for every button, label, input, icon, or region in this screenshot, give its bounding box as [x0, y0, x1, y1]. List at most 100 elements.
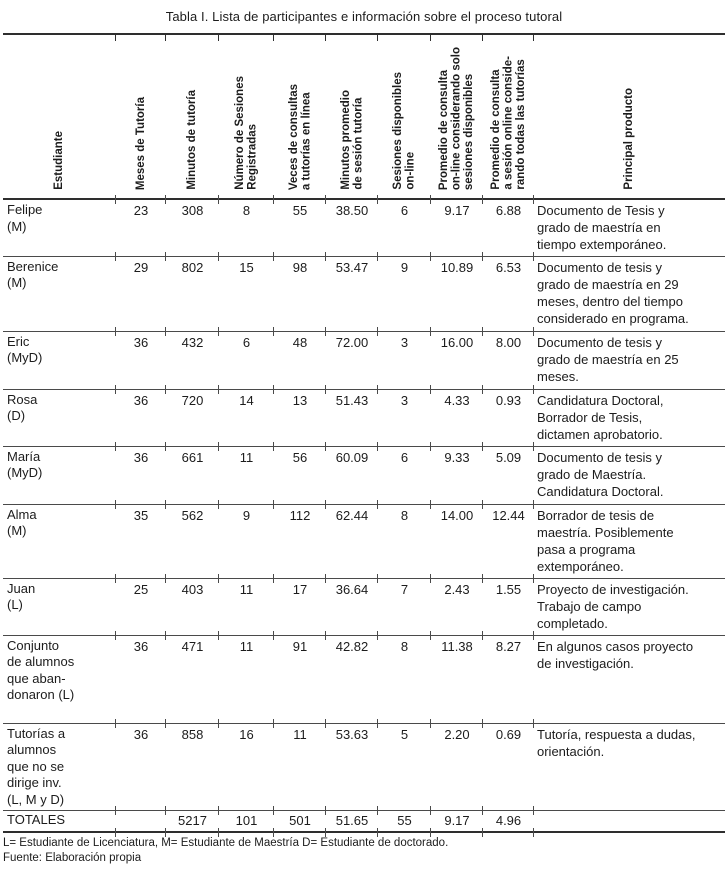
table-row-berenice: Berenice (M) 29 802 15 98 53.47 9 10.89 …: [3, 252, 725, 331]
col-header-minutos-promedio-label: Minutos promedio de sesión tutoría: [339, 90, 365, 190]
footnotes: L= Estudiante de Licenciatura, M= Estudi…: [3, 836, 728, 866]
metric-cell: 48: [273, 327, 326, 389]
student-name-cell: Felipe (M): [3, 198, 116, 256]
metric-cell: 15: [218, 252, 274, 331]
table-row-maria: María (MyD) 36 661 11 56 60.09 6 9.33 5.…: [3, 442, 725, 504]
metric-cell: 14.00: [430, 500, 483, 578]
metric-cell: 0.69: [482, 719, 534, 811]
product-cell: Candidatura Doctoral, Borrador de Tesis,…: [533, 385, 725, 446]
col-header-meses-tutoria-label: Meses de Tutoría: [134, 96, 147, 190]
metric-cell: 2.20: [430, 719, 483, 811]
metric-cell: 403: [165, 574, 219, 635]
metric-cell: 13: [273, 385, 326, 446]
metric-cell: 3: [377, 327, 431, 389]
totals-row: TOTALES 5217 101 501 51.65 55 9.17 4.96: [3, 806, 725, 837]
metric-cell: 8: [218, 195, 274, 256]
metric-cell: 17: [273, 574, 326, 635]
col-header-promedio-todas-label: Promedio de consulta a sesión online con…: [489, 56, 527, 190]
metric-cell: 53.47: [325, 252, 378, 331]
metric-cell: 7: [377, 574, 431, 635]
col-header-sesiones-online-label: Sesiones disponibles on-line: [392, 72, 417, 190]
metric-cell: 12.44: [482, 500, 534, 578]
col-header-minutos-tutoria-label: Minutos de tutoría: [186, 90, 199, 190]
col-header-sesiones-online: Sesiones disponibles on-line: [377, 33, 431, 200]
metric-cell: 11: [218, 574, 274, 635]
metric-cell: 4.33: [430, 385, 483, 446]
student-name-cell: Rosa (D): [3, 388, 116, 446]
metric-cell: 5.09: [482, 442, 534, 504]
metric-cell: 98: [273, 252, 326, 331]
col-header-minutos-tutoria: Minutos de tutoría: [165, 33, 219, 200]
metric-cell: 6.88: [482, 195, 534, 256]
col-header-estudiante: Estudiante: [3, 34, 116, 200]
col-header-promedio-todas: Promedio de consulta a sesión online con…: [482, 33, 534, 200]
metric-cell: 53.63: [325, 719, 378, 811]
col-header-promedio-disponibles: Promedio de consulta on-line considerand…: [430, 33, 483, 200]
product-cell: Proyecto de investigación. Trabajo de ca…: [533, 574, 725, 635]
metric-cell: 56: [273, 442, 326, 504]
metric-cell: 51.43: [325, 385, 378, 446]
metric-cell: 91: [273, 631, 326, 723]
col-header-minutos-promedio: Minutos promedio de sesión tutoría: [325, 33, 378, 200]
col-header-veces-consultas: Veces de consultas a tutorías en línea: [273, 33, 326, 200]
metric-cell: 36: [115, 385, 166, 446]
table-row-tutorias-alumnos: Tutorías a alumnos que no se dirige inv.…: [3, 719, 725, 811]
metric-cell: 16.00: [430, 327, 483, 389]
metric-cell: 112: [273, 500, 326, 578]
student-name-cell: Berenice (M): [3, 255, 116, 331]
metric-cell: 16: [218, 719, 274, 811]
table-row-eric: Eric (MyD) 36 432 6 48 72.00 3 16.00 8.0…: [3, 327, 725, 389]
product-cell: Documento de Tesis y grado de maestría e…: [533, 195, 725, 256]
metric-cell: 9: [377, 252, 431, 331]
student-name-cell: María (MyD): [3, 445, 116, 504]
metric-cell: 38.50: [325, 195, 378, 256]
col-header-sesiones-registradas-label: Número de Sesiones Registradas: [234, 76, 259, 190]
totals-metric-cell: 9.17: [430, 806, 483, 837]
metric-cell: 55: [273, 195, 326, 256]
table-row-conjunto-alumnos: Conjunto de alumnos que aban- donaron (L…: [3, 631, 725, 723]
metric-cell: 8.27: [482, 631, 534, 723]
metric-cell: 562: [165, 500, 219, 578]
metric-cell: 72.00: [325, 327, 378, 389]
metric-cell: 36: [115, 719, 166, 811]
metric-cell: 36: [115, 327, 166, 389]
product-cell: Documento de tesis y grado de maestría e…: [533, 252, 725, 331]
col-header-meses-tutoria: Meses de Tutoría: [115, 33, 166, 200]
col-header-estudiante-label: Estudiante: [53, 131, 66, 190]
source-note: Fuente: Elaboración propia: [3, 852, 142, 864]
totals-metric-cell: 501: [273, 806, 326, 837]
metric-cell: 10.89: [430, 252, 483, 331]
table-row-rosa: Rosa (D) 36 720 14 13 51.43 3 4.33 0.93 …: [3, 385, 725, 446]
legend-note: L= Estudiante de Licenciatura, M= Estudi…: [3, 837, 449, 849]
metric-cell: 9: [218, 500, 274, 578]
metric-cell: 9.17: [430, 195, 483, 256]
col-header-principal-producto-label: Principal producto: [623, 88, 636, 190]
metric-cell: 36.64: [325, 574, 378, 635]
metric-cell: 9.33: [430, 442, 483, 504]
metric-cell: 5: [377, 719, 431, 811]
product-cell: Borrador de tesis de maestría. Posibleme…: [533, 500, 725, 578]
metric-cell: 6: [377, 195, 431, 256]
product-cell: Documento de tesis y grado de maestría e…: [533, 327, 725, 389]
metric-cell: 8.00: [482, 327, 534, 389]
metric-cell: 14: [218, 385, 274, 446]
student-name-cell: Tutorías a alumnos que no se dirige inv.…: [3, 722, 116, 811]
metric-cell: 308: [165, 195, 219, 256]
table-row-juan: Juan (L) 25 403 11 17 36.64 7 2.43 1.55 …: [3, 574, 725, 635]
totals-metric-cell: 101: [218, 806, 274, 837]
student-name-cell: Conjunto de alumnos que aban- donaron (L…: [3, 634, 116, 723]
totals-product-cell: [533, 806, 725, 837]
metric-cell: 11: [218, 631, 274, 723]
product-cell: Documento de tesis y grado de Maestría. …: [533, 442, 725, 504]
metric-cell: 11.38: [430, 631, 483, 723]
metric-cell: 2.43: [430, 574, 483, 635]
participants-table: Estudiante Meses de Tutoría Minutos de t…: [3, 33, 725, 837]
product-cell: En algunos casos proyecto de investigaci…: [533, 631, 725, 723]
col-header-principal-producto: Principal producto: [533, 33, 725, 200]
student-name-cell: Alma (M): [3, 503, 116, 578]
totals-metric-cell: [115, 806, 166, 837]
product-cell: Tutoría, respuesta a dudas, orientación.: [533, 719, 725, 811]
metric-cell: 8: [377, 631, 431, 723]
table-row-alma: Alma (M) 35 562 9 112 62.44 8 14.00 12.4…: [3, 500, 725, 578]
